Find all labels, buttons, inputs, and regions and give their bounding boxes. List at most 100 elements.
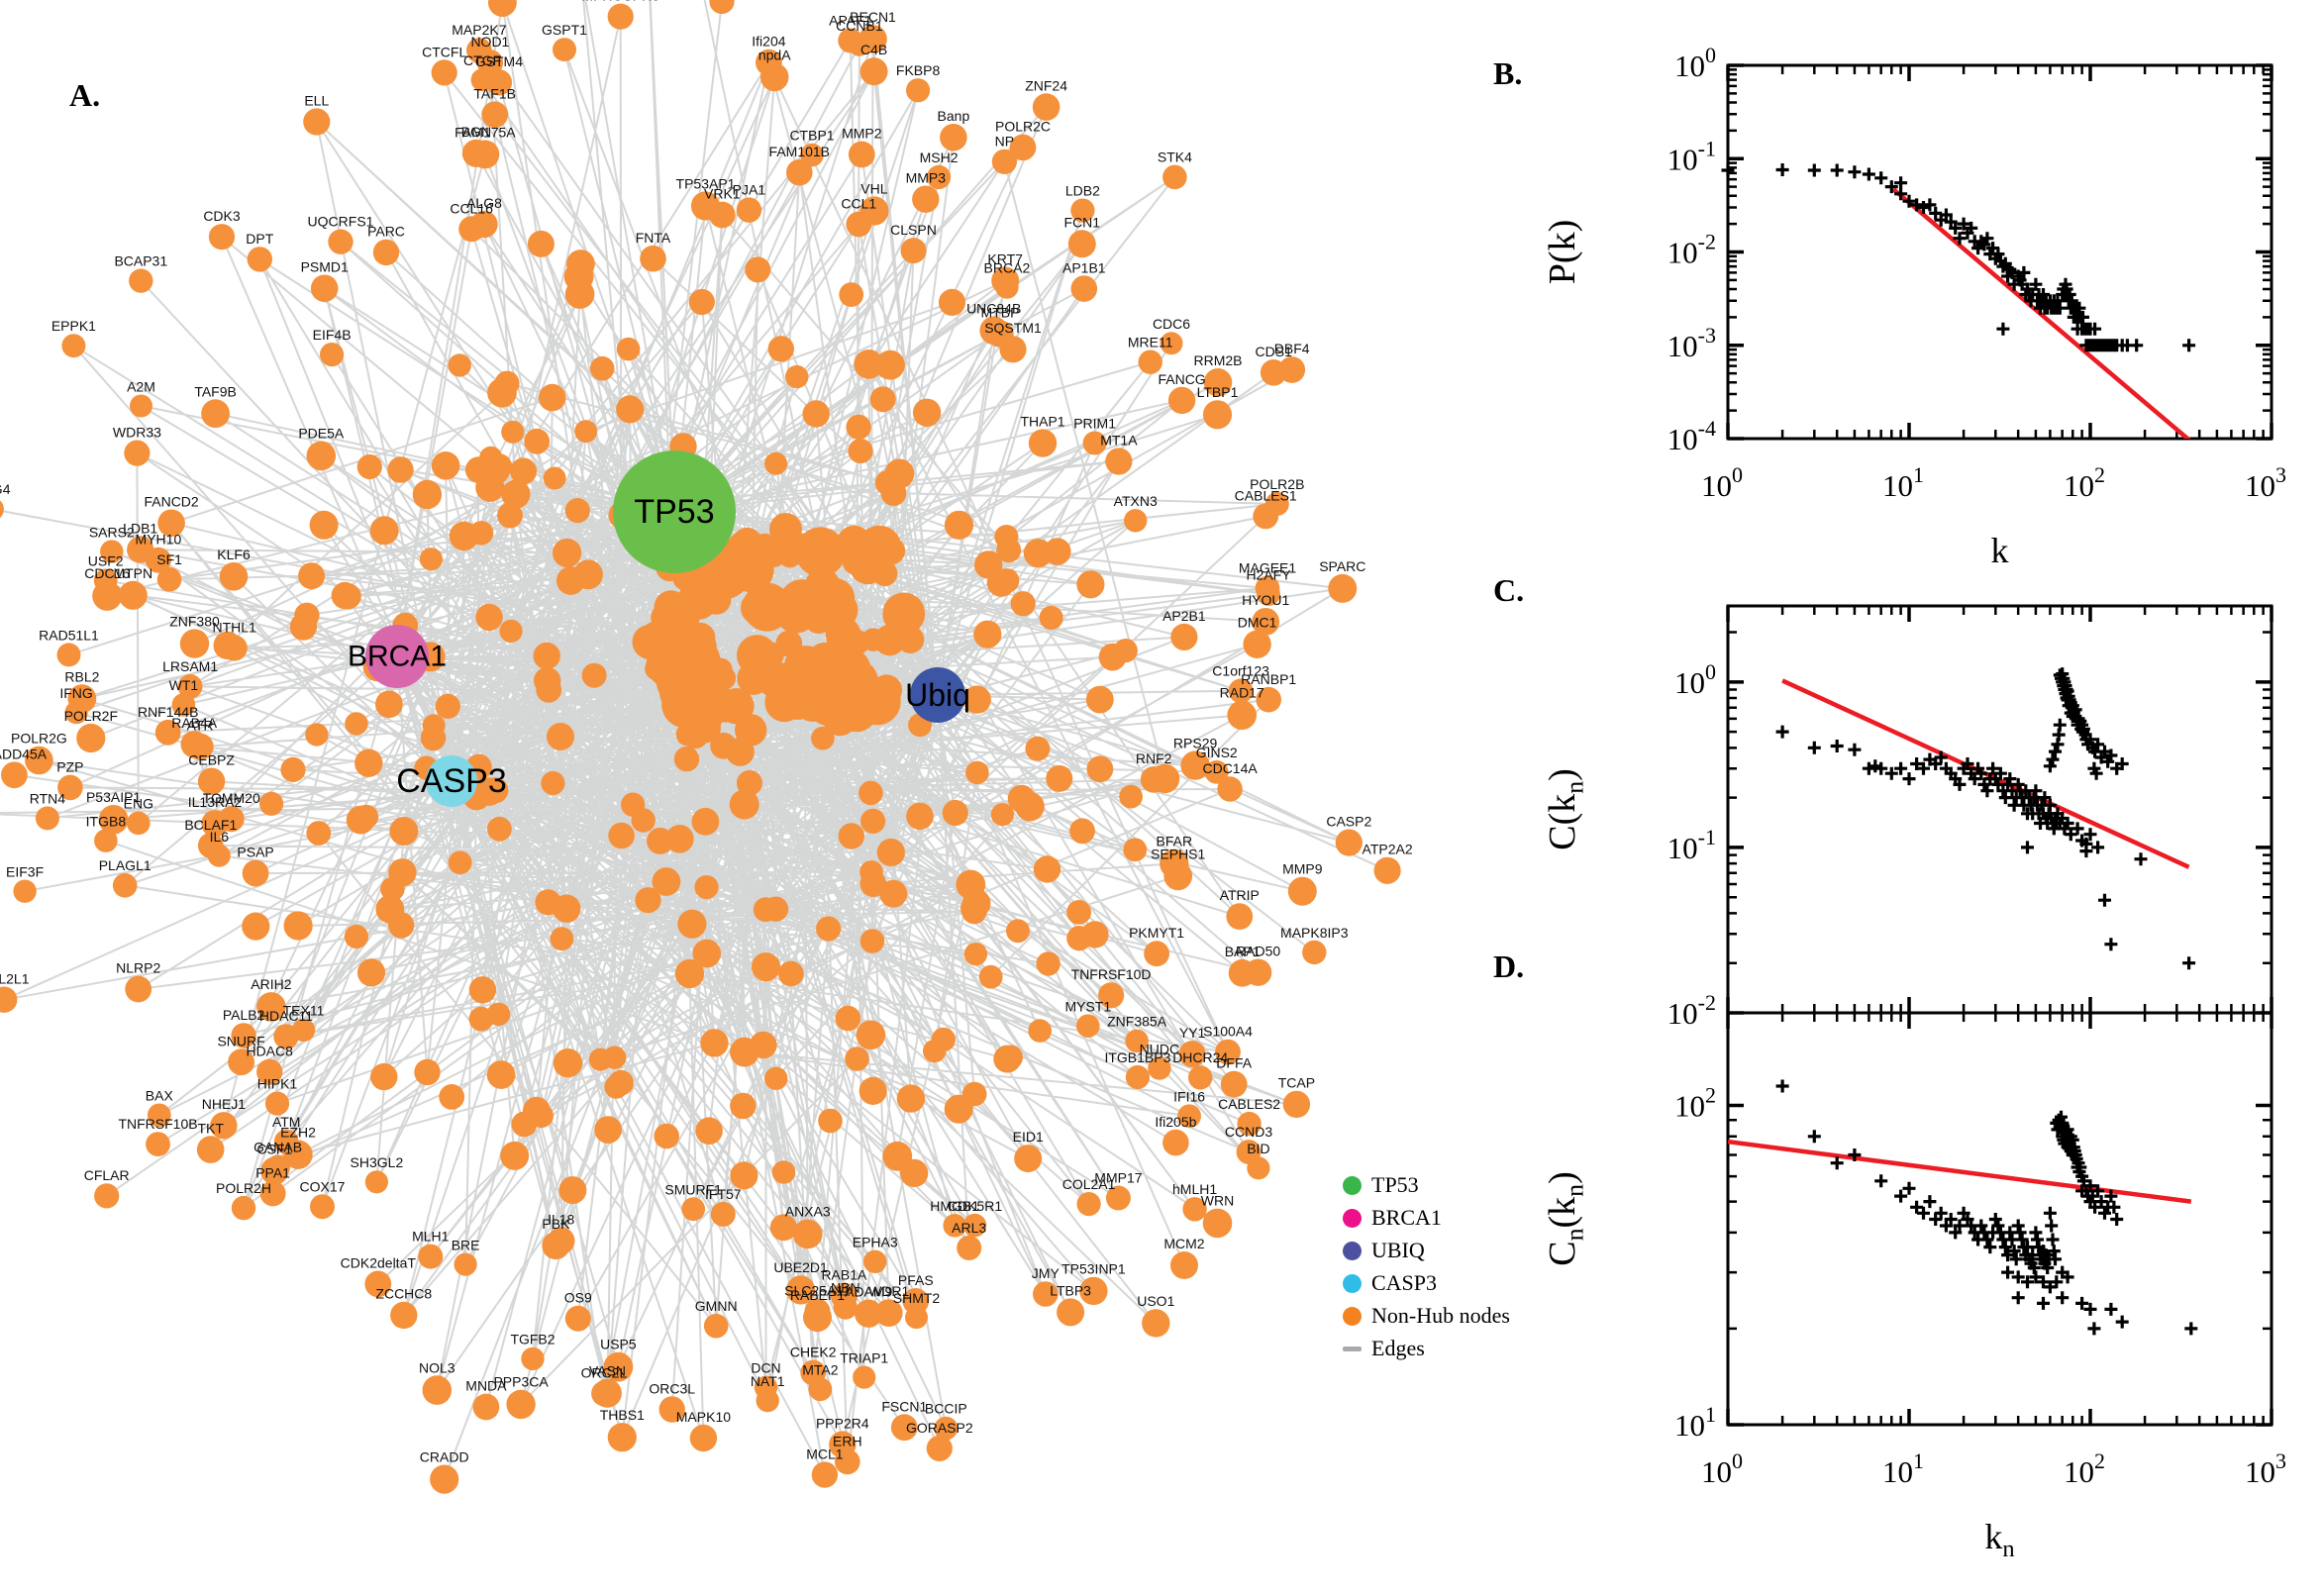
network-node[interactable] bbox=[468, 1006, 494, 1032]
network-node[interactable] bbox=[1069, 818, 1095, 845]
network-node[interactable] bbox=[607, 3, 634, 30]
network-node[interactable] bbox=[553, 894, 581, 923]
network-node[interactable] bbox=[993, 1045, 1022, 1073]
network-node[interactable] bbox=[736, 769, 762, 796]
network-node[interactable] bbox=[882, 592, 926, 636]
network-node[interactable] bbox=[35, 806, 59, 831]
hub-node-brca1[interactable] bbox=[365, 625, 429, 688]
network-node[interactable] bbox=[999, 336, 1027, 363]
network-node[interactable] bbox=[942, 799, 968, 827]
network-node[interactable] bbox=[57, 774, 83, 801]
network-node[interactable] bbox=[767, 336, 794, 362]
network-node[interactable] bbox=[711, 569, 739, 597]
network-node[interactable] bbox=[995, 275, 1019, 299]
network-node[interactable] bbox=[863, 1249, 887, 1274]
network-node[interactable] bbox=[848, 141, 875, 168]
network-node[interactable] bbox=[171, 693, 196, 717]
network-node[interactable] bbox=[845, 1047, 869, 1071]
network-node[interactable] bbox=[1098, 982, 1125, 1009]
network-node[interactable] bbox=[1188, 1065, 1213, 1090]
network-node[interactable] bbox=[256, 992, 286, 1022]
network-node[interactable] bbox=[764, 1066, 788, 1091]
network-node[interactable] bbox=[1066, 900, 1091, 925]
network-node[interactable] bbox=[691, 807, 720, 836]
network-node[interactable] bbox=[934, 1416, 959, 1441]
network-node[interactable] bbox=[871, 560, 898, 587]
network-node[interactable] bbox=[1125, 1064, 1150, 1090]
network-node[interactable] bbox=[280, 756, 306, 783]
network-node[interactable] bbox=[553, 538, 582, 568]
network-node[interactable] bbox=[771, 1160, 796, 1184]
network-node[interactable] bbox=[320, 343, 345, 367]
network-node[interactable] bbox=[228, 1048, 254, 1076]
network-node[interactable] bbox=[553, 1048, 583, 1078]
network-node[interactable] bbox=[1282, 1090, 1311, 1119]
network-node[interactable] bbox=[1032, 93, 1060, 121]
network-node[interactable] bbox=[533, 642, 560, 670]
network-node[interactable] bbox=[835, 1005, 861, 1032]
network-node[interactable] bbox=[603, 1351, 634, 1382]
network-node[interactable] bbox=[201, 810, 229, 838]
network-node[interactable] bbox=[608, 822, 635, 849]
network-node[interactable] bbox=[1244, 958, 1272, 986]
network-node[interactable] bbox=[481, 101, 509, 129]
network-node[interactable] bbox=[208, 224, 236, 250]
network-node[interactable] bbox=[259, 791, 284, 816]
network-node[interactable] bbox=[1125, 1029, 1149, 1053]
network-node[interactable] bbox=[906, 78, 931, 103]
network-node[interactable] bbox=[260, 1156, 289, 1185]
network-node[interactable] bbox=[1170, 1251, 1198, 1279]
network-node[interactable] bbox=[1257, 582, 1280, 606]
network-node[interactable] bbox=[860, 808, 886, 835]
network-node[interactable] bbox=[354, 804, 379, 830]
network-node[interactable] bbox=[1252, 608, 1280, 636]
network-node[interactable] bbox=[816, 916, 842, 942]
network-node[interactable] bbox=[196, 1136, 225, 1163]
network-node[interactable] bbox=[957, 1235, 982, 1260]
network-node[interactable] bbox=[900, 1158, 929, 1188]
network-node[interactable] bbox=[1076, 1014, 1100, 1038]
network-node[interactable] bbox=[422, 714, 446, 738]
network-node[interactable] bbox=[1113, 639, 1138, 663]
network-node[interactable] bbox=[1256, 686, 1281, 713]
network-node[interactable] bbox=[1023, 539, 1053, 568]
network-node[interactable] bbox=[943, 1214, 966, 1238]
network-node[interactable] bbox=[1144, 941, 1169, 967]
network-node[interactable] bbox=[1140, 766, 1167, 793]
network-node[interactable] bbox=[991, 149, 1017, 174]
network-node[interactable] bbox=[435, 693, 460, 720]
network-node[interactable] bbox=[501, 479, 531, 509]
network-node[interactable] bbox=[990, 803, 1014, 827]
network-node[interactable] bbox=[298, 562, 326, 590]
network-node[interactable] bbox=[372, 239, 400, 266]
network-node[interactable] bbox=[310, 1194, 335, 1220]
network-node[interactable] bbox=[497, 502, 523, 529]
network-node[interactable] bbox=[1237, 1111, 1262, 1137]
network-node[interactable] bbox=[303, 108, 331, 136]
network-node[interactable] bbox=[369, 516, 399, 546]
network-node[interactable] bbox=[448, 353, 471, 377]
network-node[interactable] bbox=[180, 731, 208, 758]
network-node[interactable] bbox=[854, 349, 884, 379]
network-node[interactable] bbox=[751, 952, 781, 982]
network-node[interactable] bbox=[693, 686, 725, 718]
network-node[interactable] bbox=[510, 457, 538, 485]
network-node[interactable] bbox=[1006, 919, 1030, 944]
network-node[interactable] bbox=[762, 896, 789, 922]
network-node[interactable] bbox=[829, 1431, 857, 1458]
network-node[interactable] bbox=[564, 497, 590, 524]
network-node[interactable] bbox=[1070, 275, 1098, 302]
network-node[interactable] bbox=[1236, 1140, 1262, 1164]
network-node[interactable] bbox=[855, 1299, 883, 1328]
network-node[interactable] bbox=[673, 746, 700, 772]
network-node[interactable] bbox=[858, 1076, 887, 1105]
network-node[interactable] bbox=[769, 513, 802, 546]
network-node[interactable] bbox=[328, 229, 354, 254]
network-node[interactable] bbox=[310, 274, 339, 303]
network-node[interactable] bbox=[522, 1096, 551, 1125]
network-node[interactable] bbox=[730, 1037, 759, 1067]
network-node[interactable] bbox=[506, 1389, 536, 1420]
network-node[interactable] bbox=[500, 1141, 530, 1170]
network-node[interactable] bbox=[1243, 630, 1271, 658]
network-node[interactable] bbox=[694, 875, 719, 900]
